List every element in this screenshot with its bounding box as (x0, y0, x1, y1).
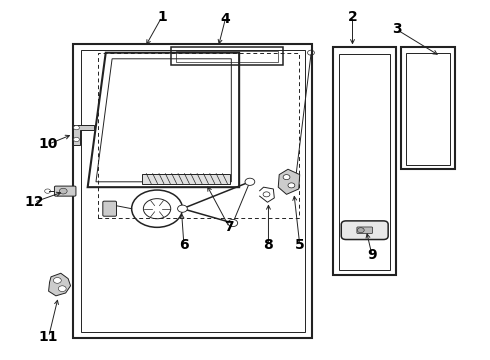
Circle shape (53, 278, 61, 283)
Text: 8: 8 (264, 238, 273, 252)
Text: 7: 7 (224, 220, 234, 234)
FancyBboxPatch shape (54, 186, 76, 196)
Text: 2: 2 (347, 10, 357, 24)
Circle shape (357, 228, 364, 233)
FancyBboxPatch shape (103, 201, 117, 216)
FancyBboxPatch shape (341, 221, 388, 239)
Circle shape (59, 188, 67, 194)
Text: 4: 4 (220, 12, 230, 26)
Text: 3: 3 (392, 22, 401, 36)
Text: 10: 10 (39, 137, 58, 151)
Circle shape (74, 137, 79, 141)
Circle shape (228, 220, 238, 226)
FancyBboxPatch shape (357, 227, 372, 233)
Circle shape (283, 175, 290, 180)
Polygon shape (49, 273, 71, 296)
Text: 9: 9 (367, 248, 377, 262)
Circle shape (288, 183, 295, 188)
Circle shape (74, 126, 79, 130)
Circle shape (245, 178, 255, 185)
Text: 1: 1 (157, 10, 167, 24)
Text: 5: 5 (295, 238, 305, 252)
Circle shape (177, 205, 187, 212)
Text: 11: 11 (39, 330, 58, 344)
Polygon shape (73, 125, 94, 145)
Circle shape (58, 286, 66, 292)
Polygon shape (278, 169, 300, 194)
Text: 6: 6 (179, 238, 189, 252)
Bar (143, 174, 230, 184)
Text: 12: 12 (24, 195, 44, 209)
